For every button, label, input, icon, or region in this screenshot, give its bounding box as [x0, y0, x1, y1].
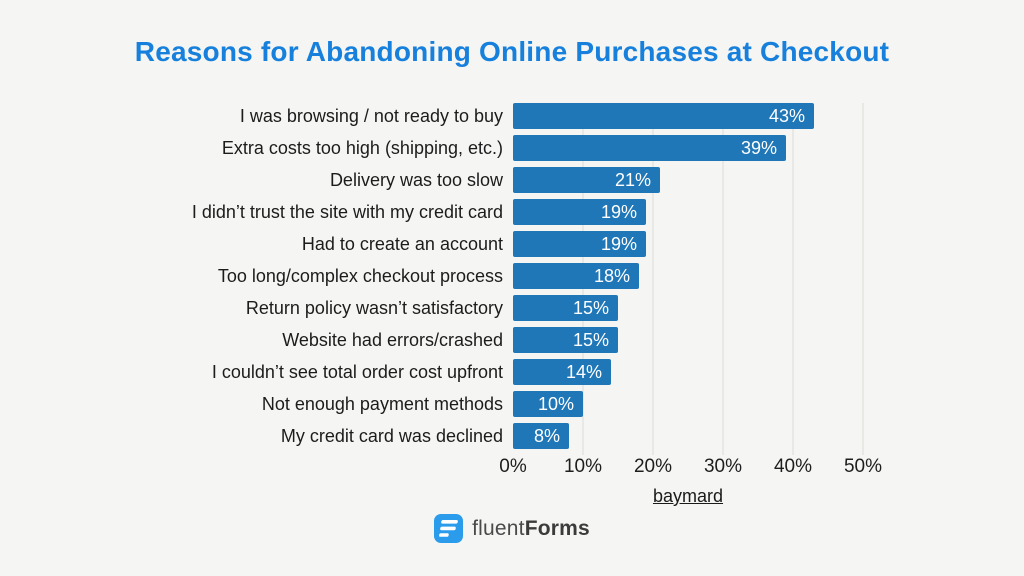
chart-row: Extra costs too high (shipping, etc.) 39%: [0, 135, 1024, 161]
brand-logo: fluentForms: [0, 514, 1024, 543]
x-tick-label: 50%: [843, 456, 883, 477]
gridline: [652, 103, 654, 455]
bar: 21%: [513, 167, 660, 193]
x-axis: 0% 10% 20% 30% 40% 50%: [0, 456, 1024, 480]
category-label: Return policy wasn’t satisfactory: [245, 297, 503, 318]
category-label: Too long/complex checkout process: [217, 265, 503, 286]
x-tick-label: 0%: [499, 456, 527, 477]
category-label: Extra costs too high (shipping, etc.): [221, 137, 503, 158]
bar: 19%: [513, 199, 646, 225]
bar-track: 8%: [513, 423, 1024, 449]
category-label: I didn’t trust the site with my credit c…: [191, 201, 503, 222]
x-tick-label: 10%: [563, 456, 603, 477]
bar: 10%: [513, 391, 583, 417]
chart-row: Too long/complex checkout process 18%: [0, 263, 1024, 289]
bar: 19%: [513, 231, 646, 257]
gridline: [722, 103, 724, 455]
chart-row: I couldn’t see total order cost upfront 1…: [0, 359, 1024, 385]
category-label: I couldn’t see total order cost upfront: [211, 361, 503, 382]
bar-track: 21%: [513, 167, 1024, 193]
chart-row: Website had errors/crashed 15%: [0, 327, 1024, 353]
bar: 43%: [513, 103, 814, 129]
x-tick-label: 40%: [773, 456, 813, 477]
brand-name-regular: fluent: [472, 516, 525, 540]
chart-row: Had to create an account 19%: [0, 231, 1024, 257]
bar-track: 10%: [513, 391, 1024, 417]
x-tick-label: 20%: [633, 456, 673, 477]
chart-row: Delivery was too slow 21%: [0, 167, 1024, 193]
bar-track: 19%: [513, 199, 1024, 225]
category-label: My credit card was declined: [280, 425, 503, 446]
bar-track: 15%: [513, 327, 1024, 353]
brand-name-bold: Forms: [524, 516, 590, 540]
category-label: I was browsing / not ready to buy: [239, 105, 503, 126]
bar-chart: I was browsing / not ready to buy 43% Extr…: [0, 103, 1024, 455]
chart-row: My credit card was declined 8%: [0, 423, 1024, 449]
bar: 18%: [513, 263, 639, 289]
fluent-forms-logo-icon: [434, 514, 464, 543]
bar-track: 15%: [513, 295, 1024, 321]
chart-row: I was browsing / not ready to buy 43%: [0, 103, 1024, 129]
page-title: Reasons for Abandoning Online Purchases …: [134, 36, 890, 67]
bar: 14%: [513, 359, 611, 385]
gridline: [862, 103, 864, 455]
chart-row: Not enough payment methods 10%: [0, 391, 1024, 417]
chart-row: I didn’t trust the site with my credit c…: [0, 199, 1024, 225]
category-label: Had to create an account: [301, 233, 503, 254]
gridline: [792, 103, 794, 455]
bar-track: 18%: [513, 263, 1024, 289]
x-tick-label: 30%: [703, 456, 743, 477]
bar-track: 19%: [513, 231, 1024, 257]
bar-track: 43%: [513, 103, 1024, 129]
bar-track: 39%: [513, 135, 1024, 161]
category-label: Delivery was too slow: [329, 169, 503, 190]
brand-name: fluentForms: [472, 517, 590, 541]
bar: 39%: [513, 135, 786, 161]
category-label: Not enough payment methods: [261, 393, 503, 414]
bar: 8%: [513, 423, 569, 449]
bar: 15%: [513, 327, 618, 353]
bar-track: 14%: [513, 359, 1024, 385]
source-link[interactable]: baymard: [652, 486, 724, 506]
source-attribution: baymard: [653, 486, 723, 507]
category-label: Website had errors/crashed: [282, 329, 503, 350]
chart-row: Return policy wasn’t satisfactory 15%: [0, 295, 1024, 321]
bar: 15%: [513, 295, 618, 321]
